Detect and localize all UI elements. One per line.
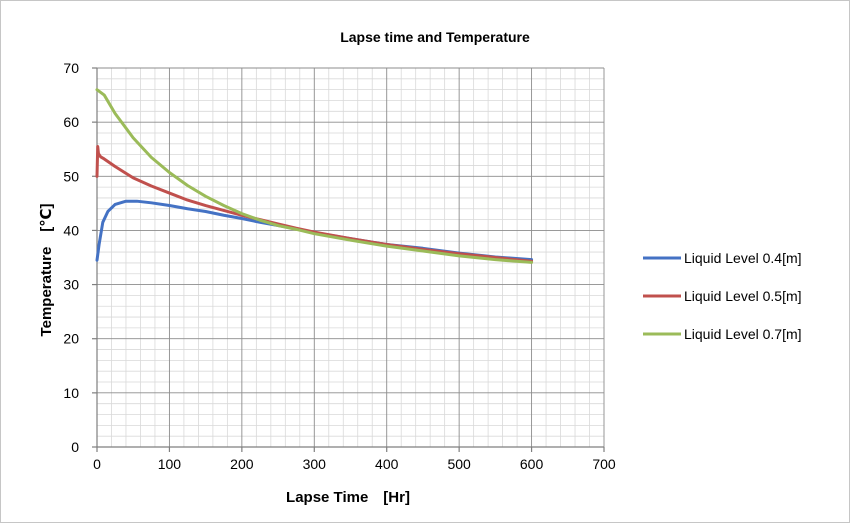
legend-label-1: Liquid Level 0.4[m] <box>684 250 802 266</box>
y-tick-label: 40 <box>63 222 79 238</box>
y-tick-label: 30 <box>63 277 79 293</box>
x-axis-title: Lapse Time [Hr] <box>286 489 410 506</box>
x-tick-label: 200 <box>230 456 254 472</box>
x-tick-label: 0 <box>93 456 101 472</box>
x-tick-label: 700 <box>592 456 616 472</box>
legend-label-2: Liquid Level 0.5[m] <box>684 288 802 304</box>
legend: Liquid Level 0.4[m] Liquid Level 0.5[m] Li… <box>643 250 802 342</box>
chart-title: Lapse time and Temperature <box>340 29 530 45</box>
legend-label-3: Liquid Level 0.7[m] <box>684 326 802 342</box>
y-tick-label: 10 <box>63 385 79 401</box>
x-tick-label: 600 <box>520 456 544 472</box>
y-axis-title: Temperature [℃] <box>38 204 55 337</box>
x-tick-label: 400 <box>375 456 399 472</box>
axis-layer: 0 100 200 300 400 500 600 700 0 10 20 30 40 50 60 70 <box>63 60 615 472</box>
y-tick-label: 0 <box>71 439 79 455</box>
y-tick-label: 60 <box>63 114 79 130</box>
x-tick-label: 500 <box>447 456 471 472</box>
series-line-2 <box>95 145 534 263</box>
y-tick-label: 20 <box>63 331 79 347</box>
y-tick-label: 50 <box>63 168 79 184</box>
series-line-3 <box>95 88 534 264</box>
series-layer <box>95 88 534 264</box>
grid-layer <box>97 67 605 447</box>
x-tick-label: 300 <box>303 456 327 472</box>
x-tick-label: 100 <box>158 456 182 472</box>
y-tick-label: 70 <box>63 60 79 76</box>
